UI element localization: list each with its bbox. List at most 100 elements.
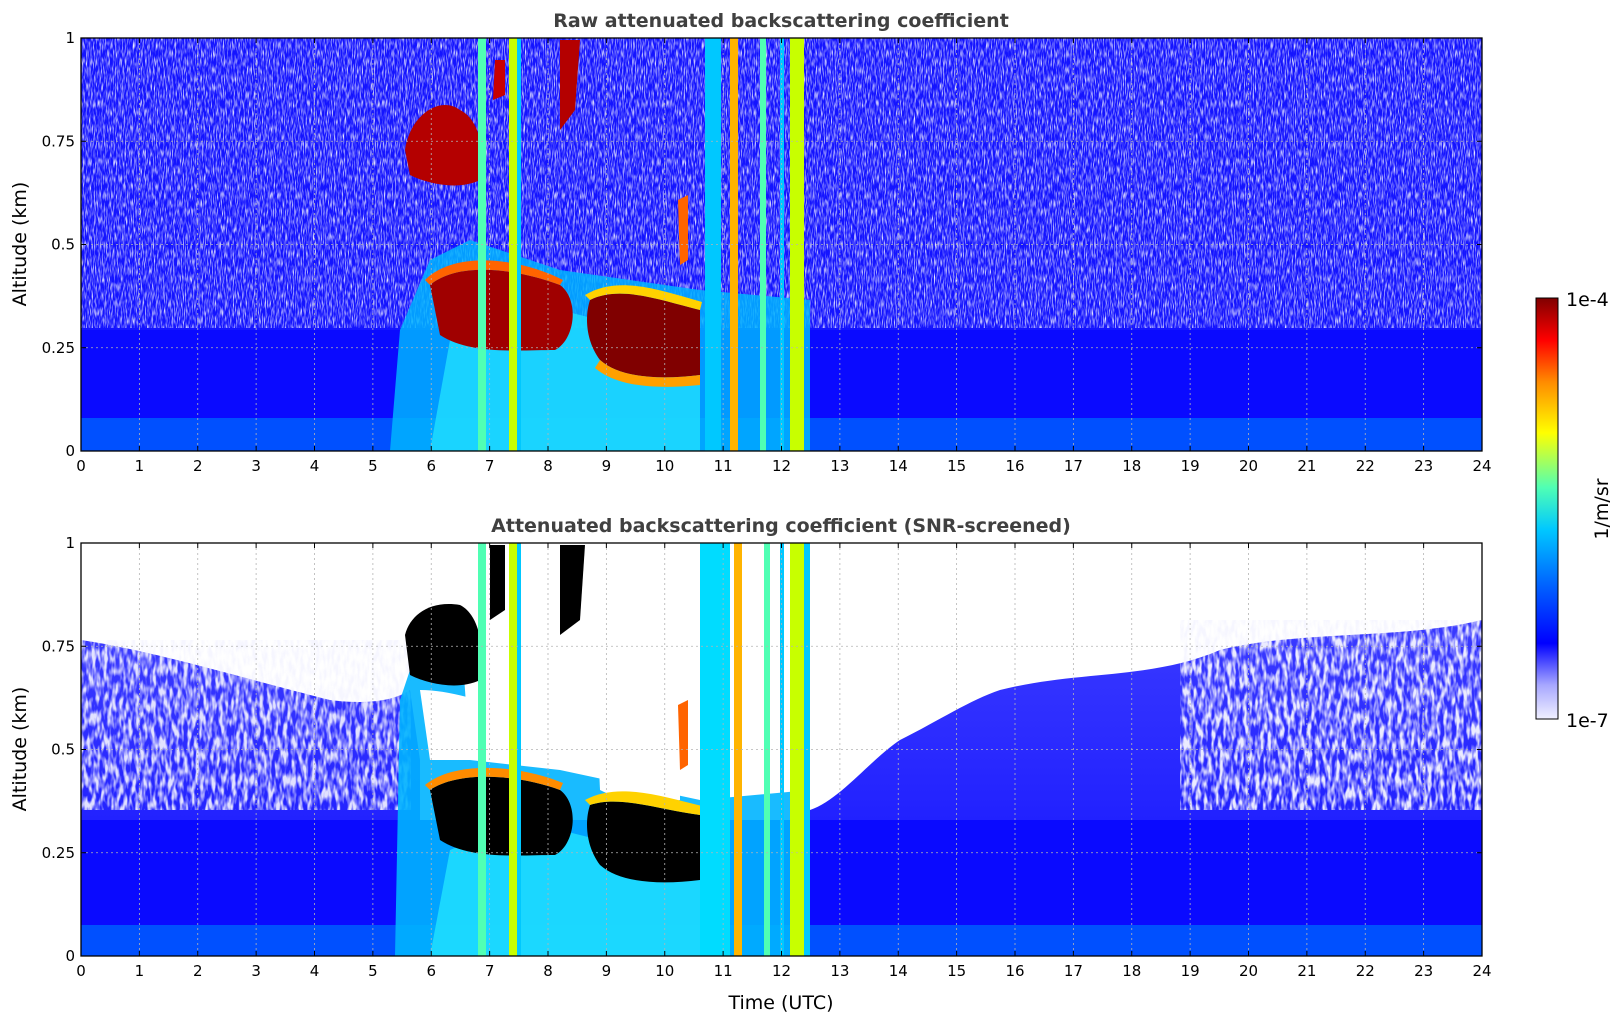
x-tick-label: 21 (1297, 457, 1316, 475)
x-tick-label: 11 (714, 962, 733, 980)
x-tick-label: 24 (1472, 457, 1491, 475)
x-tick-label: 20 (1239, 962, 1258, 980)
x-tick-label: 4 (310, 962, 320, 980)
x-tick-label: 14 (889, 962, 908, 980)
x-tick-label: 13 (830, 962, 849, 980)
screened-pale-speckle-right (1180, 620, 1482, 810)
screened-cloud-lower-1-edge (425, 767, 563, 790)
x-tick-label: 4 (310, 457, 320, 475)
raw-cloud-lower-2-base (595, 360, 700, 387)
x-tick-label: 6 (426, 962, 436, 980)
x-tick-label: 23 (1414, 962, 1433, 980)
x-tick-label: 15 (947, 457, 966, 475)
x-tick-label: 8 (543, 962, 553, 980)
raw-column-3 (517, 38, 521, 451)
panel-screened-xlabel: Time (UTC) (727, 992, 833, 1014)
x-tick-label: 0 (76, 962, 86, 980)
y-tick-label: 0.5 (51, 741, 75, 759)
x-tick-label: 17 (1064, 457, 1083, 475)
x-tick-label: 3 (251, 962, 261, 980)
screened-cloud-streak-3 (678, 700, 688, 770)
x-tick-label: 6 (426, 457, 436, 475)
y-tick-label: 0.75 (42, 132, 75, 150)
raw-cloud-lower-1 (430, 269, 573, 351)
raw-cloud-features (405, 40, 702, 387)
panel-screened-x-axis: 0 1 2 3 4 5 6 7 8 9 10 11 12 13 14 15 16 17 18 19 20 21 22 23 24 (76, 543, 1492, 980)
y-tick-label: 0.25 (42, 339, 75, 357)
screened-cloud-streak-1 (560, 545, 585, 635)
raw-cloud-streak-3 (678, 195, 688, 265)
x-tick-label: 24 (1472, 962, 1491, 980)
x-tick-label: 7 (485, 962, 495, 980)
screened-cloud-lower-2 (587, 801, 700, 883)
screened-pale-speckle-left (81, 640, 411, 810)
x-tick-label: 8 (543, 457, 553, 475)
x-tick-label: 1 (135, 457, 145, 475)
y-tick-label: 0.25 (42, 844, 75, 862)
x-tick-label: 15 (947, 962, 966, 980)
x-tick-label: 18 (1122, 457, 1141, 475)
screened-cloud-features (405, 545, 702, 883)
x-tick-label: 14 (889, 457, 908, 475)
screened-cloud-streak-2 (490, 545, 505, 620)
panel-raw-x-axis: 0 1 2 3 4 5 6 7 8 9 10 11 12 13 14 15 16 17 18 19 20 21 22 23 24 (76, 38, 1492, 475)
raw-cloud-lower-2 (587, 293, 700, 378)
x-tick-label: 10 (655, 457, 674, 475)
screened-cloud-lower-1 (430, 776, 573, 856)
screened-column-3 (517, 543, 521, 956)
x-tick-label: 16 (1005, 457, 1024, 475)
x-tick-label: 23 (1414, 457, 1433, 475)
panel-raw-ylabel: Altitude (km) (9, 182, 31, 307)
raw-cloud-lower-2-edge (585, 285, 702, 310)
colorbar-unit-label: 1/m/sr (1591, 478, 1613, 539)
y-tick-label: 0.75 (42, 637, 75, 655)
panel-screened-y-axis: 0 0.25 0.5 0.75 1 (42, 534, 1482, 965)
colorbar-gradient (1535, 297, 1559, 720)
x-tick-label: 22 (1356, 457, 1375, 475)
panel-screened-title: Attenuated backscattering coefficient (S… (491, 515, 1071, 537)
panel-screened-grid (81, 543, 1482, 956)
panel-raw-y-axis: 0 0.25 0.5 0.75 1 (42, 29, 1482, 460)
x-tick-label: 19 (1181, 962, 1200, 980)
panel-raw-title: Raw attenuated backscattering coefficien… (553, 10, 1009, 32)
x-tick-label: 16 (1005, 962, 1024, 980)
x-tick-label: 9 (602, 457, 612, 475)
y-tick-label: 0.5 (51, 236, 75, 254)
raw-cloud-streak-1 (560, 40, 580, 130)
x-tick-label: 0 (76, 457, 86, 475)
raw-cloud-streak-2 (493, 60, 505, 100)
x-tick-label: 12 (772, 962, 791, 980)
y-tick-label: 0 (65, 947, 75, 965)
x-tick-label: 13 (830, 457, 849, 475)
x-tick-label: 2 (193, 457, 203, 475)
y-tick-label: 1 (65, 534, 75, 552)
x-tick-label: 12 (772, 457, 791, 475)
x-tick-label: 3 (251, 457, 261, 475)
panel-raw: Raw attenuated backscattering coefficien… (9, 10, 1492, 475)
colorbar-max-label: 1e-4 (1566, 289, 1609, 311)
screened-column-4 (700, 543, 730, 956)
panel-screened: Attenuated backscattering coefficient (S… (9, 515, 1492, 1014)
y-tick-label: 0 (65, 442, 75, 460)
screened-clear-gap-2 (590, 560, 680, 805)
x-tick-label: 11 (714, 457, 733, 475)
x-tick-label: 5 (368, 457, 378, 475)
raw-column-5 (730, 38, 738, 451)
x-tick-label: 21 (1297, 962, 1316, 980)
x-tick-label: 17 (1064, 962, 1083, 980)
panel-raw-grid (81, 38, 1482, 451)
panel-screened-ylabel: Altitude (km) (9, 687, 31, 812)
x-tick-label: 22 (1356, 962, 1375, 980)
x-tick-label: 10 (655, 962, 674, 980)
raw-cloud-lower-1-edge (425, 260, 563, 285)
x-tick-label: 1 (135, 962, 145, 980)
x-tick-label: 5 (368, 962, 378, 980)
x-tick-label: 7 (485, 457, 495, 475)
raw-cloud-upper (405, 104, 482, 186)
screened-cloud-upper (405, 604, 482, 686)
x-tick-label: 19 (1181, 457, 1200, 475)
colorbar: 1e-4 1e-7 1/m/sr (1535, 289, 1613, 732)
x-tick-label: 9 (602, 962, 612, 980)
screened-cloud-lower-2-edge (585, 791, 702, 815)
